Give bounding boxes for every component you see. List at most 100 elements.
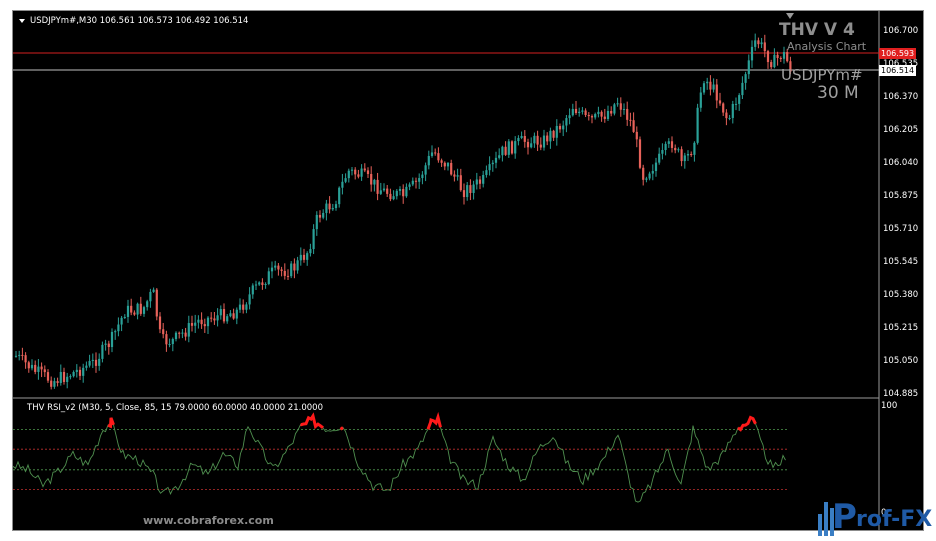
candle-body: [114, 331, 117, 333]
candle-body: [686, 153, 690, 156]
candles-group: [14, 33, 792, 390]
candle-body: [779, 57, 782, 59]
candle-body: [517, 137, 520, 142]
rsi-overbought-segment: [339, 426, 344, 431]
watermark-title: THV V 4: [779, 20, 855, 40]
candle-body: [85, 365, 88, 368]
rsi-overbought-segment: [300, 412, 324, 430]
candle-body: [469, 185, 472, 193]
candle-body: [152, 289, 155, 292]
candle-body: [222, 309, 226, 322]
candle-body: [411, 180, 414, 185]
candle-body: [101, 344, 104, 359]
candle-body: [501, 146, 504, 156]
candle-body: [635, 131, 638, 140]
candle-body: [325, 203, 328, 213]
candle-body: [568, 115, 571, 119]
candle-body: [722, 103, 725, 113]
rsi-overbought-segment: [107, 417, 115, 429]
candle-body: [107, 343, 110, 348]
candle-body: [338, 187, 341, 205]
candle-body: [133, 312, 136, 315]
candle-body: [699, 92, 702, 108]
price-tick-label: 105.380: [883, 290, 919, 300]
candle-body: [258, 282, 261, 285]
price-tick-label: 105.545: [883, 257, 919, 267]
candle-body: [677, 149, 680, 151]
candle-body: [277, 265, 280, 270]
candle-body: [158, 316, 162, 330]
candle-body: [782, 52, 786, 59]
candle-body: [312, 229, 315, 250]
candle-body: [638, 139, 642, 168]
candle-body: [642, 167, 645, 180]
candle-body: [139, 303, 142, 314]
candle-body: [453, 174, 456, 177]
price-tick-label: 106.370: [883, 92, 919, 102]
candle-body: [514, 141, 517, 154]
candle-body: [482, 174, 485, 184]
candle-body: [126, 305, 130, 317]
candle-body: [21, 354, 24, 356]
candle-body: [552, 130, 555, 138]
candle-body: [219, 309, 222, 316]
candle-body: [315, 214, 318, 230]
candle-body: [174, 332, 178, 340]
candle-body: [613, 104, 616, 114]
candle-body: [651, 171, 654, 174]
candle-body: [498, 155, 501, 158]
candle-body: [360, 168, 363, 177]
candle-body: [283, 270, 286, 276]
candle-body: [168, 344, 171, 346]
candle-body: [533, 135, 536, 144]
candle-body: [408, 184, 411, 187]
candle-body: [94, 359, 98, 366]
candle-body: [571, 108, 574, 116]
candle-body: [491, 162, 494, 165]
rsi-line: [13, 414, 786, 503]
candle-body: [280, 269, 283, 271]
candle-body: [584, 110, 587, 115]
candle-body: [190, 323, 194, 326]
candle-body: [456, 175, 459, 177]
candle-body: [82, 367, 85, 376]
price-tick-label: 106.040: [883, 158, 919, 168]
candle-body: [171, 339, 174, 345]
candle-body: [328, 203, 331, 210]
price-tick-label: 105.050: [883, 356, 919, 366]
chart-shift-marker: [786, 13, 794, 19]
candle-body: [34, 364, 37, 372]
candle-body: [296, 260, 299, 271]
candle-body: [648, 173, 651, 179]
candle-body: [565, 118, 568, 126]
candle-body: [395, 190, 398, 197]
candle-body: [712, 84, 715, 90]
candle-body: [626, 108, 629, 120]
logo-bars-icon: [818, 502, 834, 536]
candle-body: [725, 112, 728, 119]
candle-body: [542, 135, 546, 148]
candle-body: [728, 117, 731, 119]
candle-body: [37, 366, 40, 372]
candle-body: [558, 125, 562, 130]
candle-body: [203, 324, 206, 327]
candle-body: [606, 111, 610, 119]
price-chart[interactable]: [13, 11, 923, 530]
candle-body: [709, 81, 712, 90]
candle-body: [98, 358, 101, 366]
candle-body: [347, 170, 350, 179]
candle-body: [629, 119, 632, 121]
candle-body: [40, 366, 43, 370]
candle-body: [66, 376, 69, 382]
candle-body: [261, 282, 264, 285]
candle-body: [738, 95, 741, 104]
candle-body: [110, 331, 114, 348]
candle-body: [402, 189, 405, 197]
candle-body: [504, 146, 507, 155]
candle-body: [619, 103, 622, 110]
chart-window[interactable]: USDJPYm#,M30 106.561 106.573 106.492 106…: [12, 10, 924, 531]
candle-body: [670, 141, 674, 148]
watermark-timeframe: 30 M: [817, 83, 859, 103]
candle-body: [578, 111, 581, 114]
candle-body: [661, 150, 664, 154]
